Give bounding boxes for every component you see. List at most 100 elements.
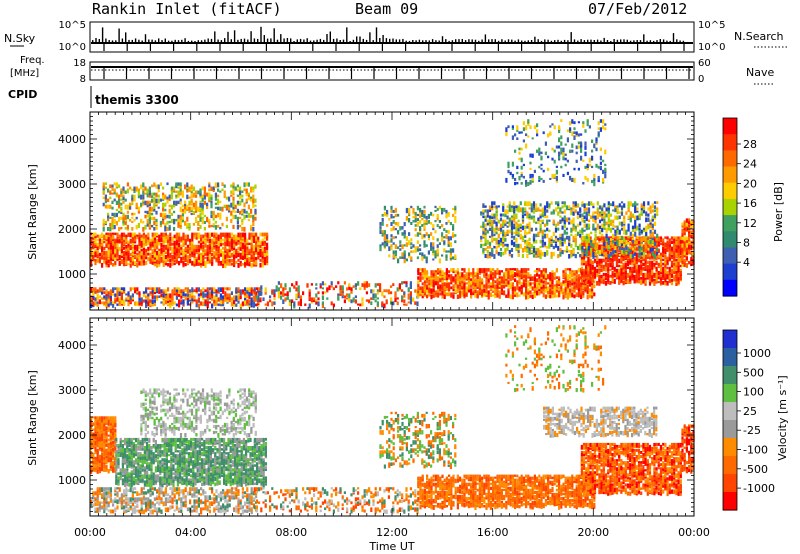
power-cell [158, 252, 161, 258]
power-cell [195, 200, 198, 205]
power-cell [140, 260, 143, 266]
power-cell [679, 238, 682, 244]
power-cell [613, 272, 616, 278]
power-cell [572, 223, 575, 227]
power-cell [519, 229, 522, 233]
power-cell [474, 282, 477, 285]
power-cell [580, 256, 583, 260]
power-cell [145, 289, 148, 293]
power-cell [432, 246, 435, 250]
power-cell [563, 201, 566, 205]
power-cell [173, 202, 176, 208]
power-cell [419, 226, 422, 231]
power-cell [189, 258, 192, 264]
power-cell [136, 254, 139, 259]
power-cell [583, 207, 586, 212]
power-cell [200, 254, 203, 260]
power-heatmap [90, 119, 695, 309]
power-cell [421, 256, 424, 261]
power-cell [171, 242, 174, 246]
power-cell [226, 248, 229, 253]
power-cell [574, 237, 577, 243]
power-cell [193, 295, 196, 299]
power-cell [109, 263, 112, 266]
power-cell [526, 211, 529, 216]
power-cell [594, 251, 597, 257]
nsky-bar [458, 39, 460, 42]
power-cell [200, 236, 203, 242]
power-cell [565, 217, 569, 223]
power-cell [171, 289, 174, 293]
power-cell [368, 283, 371, 287]
power-cell [160, 232, 163, 236]
power-cell [579, 221, 582, 226]
nsky-bar [220, 40, 223, 42]
power-cell [557, 203, 560, 206]
nsky-bar [207, 38, 209, 42]
power-cell [385, 299, 388, 305]
nsky-bar [554, 40, 556, 42]
power-cell [507, 290, 510, 296]
power-cell [131, 202, 134, 206]
power-cell [246, 248, 249, 254]
power-cell [167, 252, 170, 257]
power-cell [600, 264, 603, 269]
power-cell [539, 254, 542, 259]
power-cell [430, 280, 433, 286]
power-cell [232, 214, 235, 220]
power-cell [266, 250, 269, 254]
power-cell [383, 242, 386, 248]
power-cell [228, 244, 231, 250]
nsky-bar [600, 40, 602, 42]
power-cell [214, 206, 217, 209]
power-cell [533, 284, 536, 288]
power-cell [533, 286, 536, 291]
power-cell [679, 254, 682, 258]
power-cell [388, 246, 391, 251]
power-cell [525, 282, 528, 287]
power-cell [107, 198, 110, 203]
power-cell [580, 244, 583, 247]
power-cell [590, 239, 593, 243]
power-cell [409, 291, 412, 296]
power-cell [598, 229, 602, 233]
power-cell [226, 232, 229, 237]
power-cell [564, 268, 567, 272]
power-cell [191, 260, 194, 266]
power-cell [113, 212, 116, 218]
power-cell [233, 252, 236, 258]
power-cell [201, 216, 204, 219]
power-cell [544, 294, 547, 299]
power-cell [179, 182, 182, 187]
power-cell [321, 301, 324, 305]
power-cell [135, 216, 138, 220]
power-cell [125, 297, 128, 300]
power-cell [439, 274, 442, 279]
power-cell [219, 252, 222, 257]
power-cell [522, 274, 525, 279]
power-cell [529, 290, 532, 294]
power-cell [379, 244, 382, 247]
power-cell [131, 242, 134, 248]
power-cell [236, 208, 239, 213]
power-cell [363, 281, 366, 284]
power-cell [450, 268, 453, 272]
power-cell [481, 280, 484, 285]
power-cell [421, 224, 424, 227]
power-cell [408, 254, 411, 258]
power-cell [491, 225, 494, 231]
nsky-bar [299, 38, 302, 42]
power-cell [155, 224, 158, 230]
power-cell [548, 203, 551, 208]
power-cell [224, 297, 227, 302]
power-cell [412, 297, 415, 302]
power-cell [234, 214, 237, 220]
power-cell [677, 258, 680, 262]
power-cell [576, 213, 580, 219]
power-cell [392, 283, 395, 287]
power-cell [601, 227, 604, 233]
power-cell [245, 210, 248, 214]
power-cell [383, 246, 386, 249]
power-cell [445, 258, 448, 261]
power-cell [175, 182, 178, 187]
